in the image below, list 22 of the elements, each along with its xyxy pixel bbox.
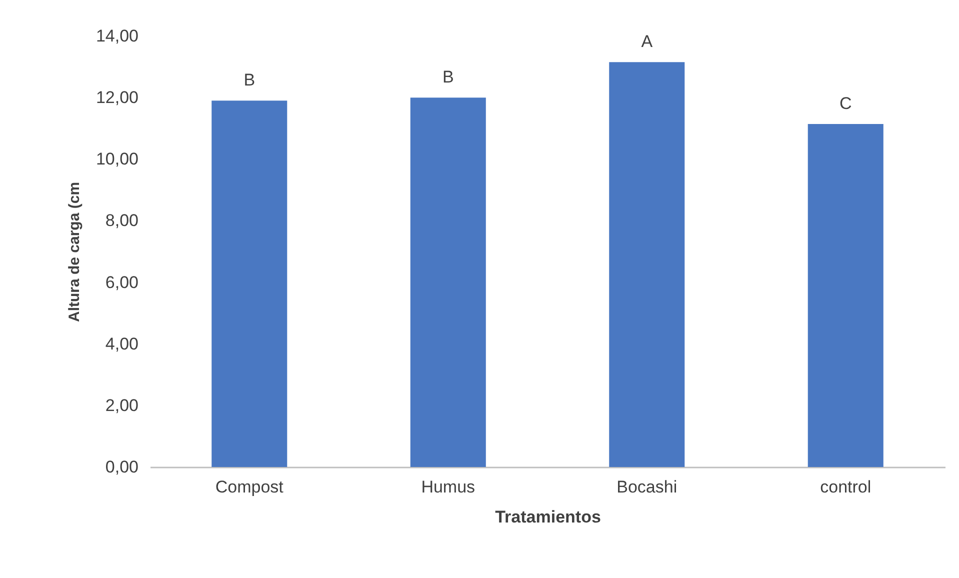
y-tick-label: 2,00 (105, 396, 138, 415)
data-label: A (641, 32, 654, 52)
y-tick-label: 10,00 (96, 150, 138, 169)
bar (212, 100, 288, 467)
data-label: B (244, 70, 256, 90)
x-axis-title: Tratamientos (495, 508, 601, 526)
bar (808, 124, 884, 467)
y-tick-label: 8,00 (105, 211, 138, 230)
y-tick-label: 4,00 (105, 334, 138, 354)
x-tick-label: Humus (421, 478, 476, 496)
y-tick-label: 14,00 (96, 26, 138, 46)
y-tick-label: 0,00 (105, 458, 138, 476)
y-tick-label: 6,00 (105, 272, 138, 292)
x-tick-label: control (820, 478, 872, 496)
x-tick-label: Compost (215, 478, 284, 496)
y-axis-title: Altura de carga (cm (66, 182, 83, 322)
data-label: B (442, 68, 454, 87)
bar (410, 98, 486, 467)
y-tick-label: 12,00 (96, 88, 138, 108)
data-label: C (839, 94, 852, 114)
x-tick-label: Bocashi (616, 478, 678, 496)
bar (609, 62, 685, 467)
